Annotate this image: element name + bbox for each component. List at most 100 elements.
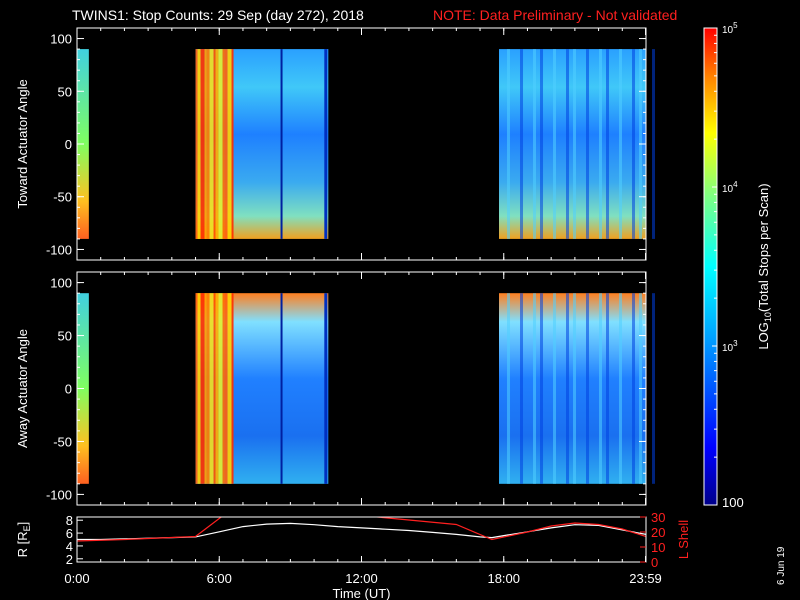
hot-stripe (231, 49, 234, 239)
scan-stripe (586, 293, 590, 484)
date-stamp: 6 Jun 19 (776, 546, 787, 585)
x-tick-label: 0:00 (64, 571, 89, 586)
colorbar-tick-label: 103 (722, 339, 738, 354)
dark-stripe (280, 49, 283, 239)
y-axis-label: Away Actuator Angle (15, 329, 30, 448)
y-tick-label: 50 (58, 329, 72, 344)
y-tick-label: 0 (65, 137, 72, 152)
hot-stripe (218, 293, 223, 484)
hot-stripe (215, 49, 219, 239)
y-tick-label: -50 (53, 190, 72, 205)
x-axis-label: Time (UT) (332, 586, 390, 600)
y-tick-label-right: 10 (651, 540, 665, 555)
hot-stripe (224, 49, 228, 239)
scan-stripe (566, 49, 570, 239)
y-tick-label-left: 6 (66, 526, 73, 541)
hot-stripe (197, 293, 201, 484)
y-tick-label: -100 (46, 487, 72, 502)
x-tick-label: 23:59 (629, 571, 662, 586)
scan-stripe (599, 49, 603, 239)
scan-stripe (632, 293, 636, 484)
scan-stripe (606, 49, 610, 239)
preliminary-note: NOTE: Data Preliminary - Not validated (433, 7, 677, 23)
scan-stripe (507, 49, 511, 239)
scan-stripe (586, 49, 590, 239)
hot-stripe (209, 49, 214, 239)
scan-stripe (540, 49, 544, 239)
dark-stripe (324, 49, 328, 239)
scan-stripe (606, 293, 610, 484)
y-tick-label: 100 (50, 32, 72, 47)
away-heatmap-panel: 100 50 0 -50 -100 Away Actuator Angle (15, 271, 656, 506)
r-series-line (77, 522, 646, 541)
hot-stripe (213, 293, 216, 484)
colorbar-label: LOG10(Total Stops per Scan) (756, 183, 773, 349)
scan-stripe (553, 49, 557, 239)
scan-stripe (520, 49, 524, 239)
l-shell-series-line (77, 517, 646, 542)
l-shell-axis-label: L Shell (676, 520, 691, 559)
scan-stripe (599, 293, 603, 484)
y-tick-label-right: 20 (651, 525, 665, 540)
y-tick-label-right: 30 (651, 510, 665, 525)
scan-stripe (652, 293, 656, 484)
scan-stripe (566, 293, 570, 484)
scan-stripe (533, 293, 537, 484)
hot-stripe (204, 293, 207, 484)
scan-stripe (553, 293, 557, 484)
hot-stripe (231, 293, 234, 484)
toward-heatmap-panel: 100 50 0 -50 -100 Toward Actuator Angle (15, 27, 656, 261)
scan-stripe (573, 293, 577, 484)
y-tick-label-left: 2 (66, 552, 73, 567)
x-tick-label: 18:00 (487, 571, 520, 586)
dark-stripe (280, 293, 283, 484)
colorbar-frame (703, 27, 718, 506)
y-axis-label: Toward Actuator Angle (15, 79, 30, 208)
hot-stripe (222, 293, 225, 484)
hot-stripe (195, 49, 198, 239)
hot-stripe (227, 293, 232, 484)
colorbar-tick-label: 104 (722, 180, 738, 195)
x-tick-label: 12:00 (345, 571, 378, 586)
hot-stripe (200, 49, 205, 239)
colorbar: 105 104 103 100 LOG10(Total Stops per Scan) (703, 21, 773, 510)
y-tick-label-left: 8 (66, 513, 73, 528)
hot-stripe (204, 49, 207, 239)
hot-stripe (222, 49, 225, 239)
hot-stripe (200, 293, 205, 484)
y-tick-label: -50 (53, 434, 72, 449)
scan-stripe (619, 49, 623, 239)
colorbar-tick-label: 105 (722, 21, 738, 36)
r-axis-label: R [RE] (15, 522, 32, 558)
hot-stripe (215, 293, 219, 484)
hot-stripe (195, 293, 198, 484)
hot-stripe (213, 49, 216, 239)
scan-stripe (573, 49, 577, 239)
scan-stripe (540, 293, 544, 484)
scan-stripe (507, 293, 511, 484)
scan-stripe (520, 293, 524, 484)
y-tick-label-left: 4 (66, 539, 73, 554)
y-tick-label: 100 (50, 276, 72, 291)
hot-stripe (227, 49, 232, 239)
dark-stripe (324, 293, 328, 484)
scan-stripe (632, 49, 636, 239)
figure-title: TWINS1: Stop Counts: 29 Sep (day 272), 2… (72, 7, 364, 23)
hot-stripe (206, 293, 210, 484)
scan-stripe (619, 293, 623, 484)
hot-stripe (206, 49, 210, 239)
hot-stripe (197, 49, 201, 239)
y-tick-label: -100 (46, 242, 72, 257)
hot-stripe (224, 293, 228, 484)
y-tick-label-right: 0 (651, 555, 658, 570)
colorbar-gradient (704, 28, 717, 505)
colorbar-bottom-label: 100 (722, 495, 744, 510)
plot-frame (76, 516, 647, 563)
hot-stripe (218, 49, 223, 239)
hot-stripe (209, 293, 214, 484)
y-tick-label: 0 (65, 382, 72, 397)
scan-stripe (652, 49, 656, 239)
scan-stripe (533, 49, 537, 239)
